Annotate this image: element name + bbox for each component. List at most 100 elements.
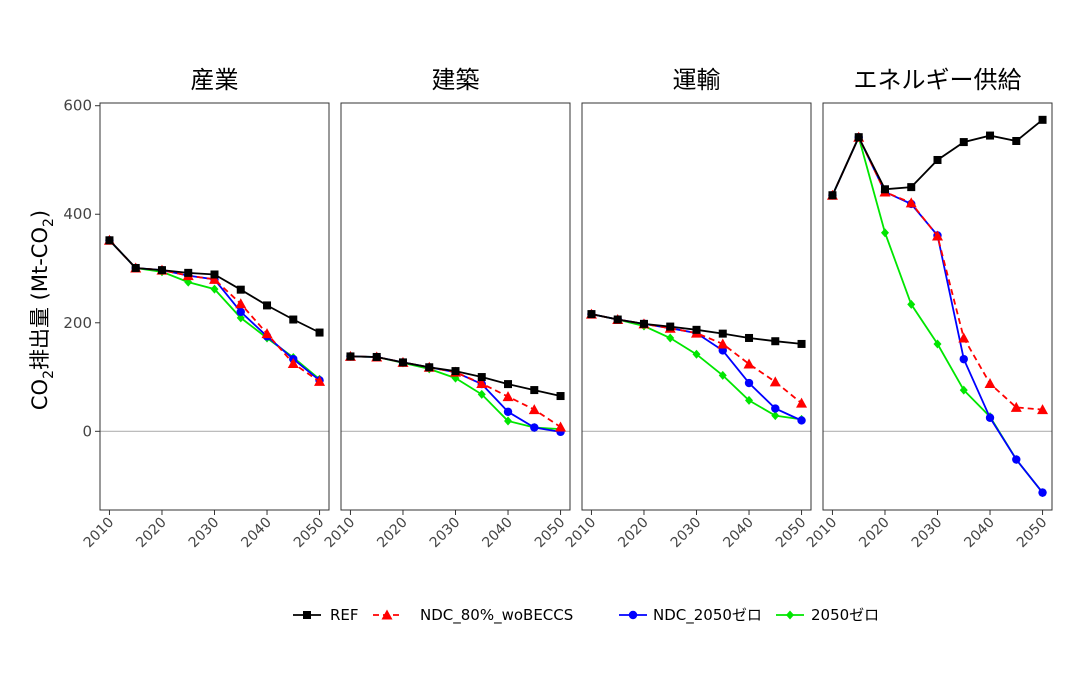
panel-title: 建築 bbox=[432, 66, 480, 94]
x-tick-label: 2030 bbox=[909, 515, 946, 552]
data-point bbox=[692, 325, 701, 334]
panel-3: 運輸 2010 2020 2030 2040 2050 bbox=[563, 66, 812, 552]
series-line bbox=[108, 239, 321, 381]
x-tick-label: 2030 bbox=[186, 515, 223, 552]
series-NDC_2050ゼロ bbox=[346, 352, 565, 437]
data-point bbox=[959, 354, 968, 364]
data-point bbox=[555, 421, 567, 432]
data-point bbox=[666, 322, 675, 331]
data-point bbox=[932, 230, 943, 241]
x-tick-label: 2040 bbox=[238, 515, 275, 552]
data-point bbox=[289, 315, 298, 324]
data-point bbox=[771, 337, 780, 346]
data-point bbox=[1010, 401, 1022, 412]
data-point bbox=[1038, 115, 1047, 124]
legend-marker bbox=[628, 610, 638, 620]
data-point bbox=[744, 378, 754, 388]
y-tick-label: 0 bbox=[82, 422, 92, 440]
data-point bbox=[315, 328, 324, 337]
x-tick-label: 2040 bbox=[720, 515, 757, 552]
panel-border bbox=[340, 102, 571, 511]
series-2050ゼロ bbox=[828, 132, 1047, 498]
data-point bbox=[907, 299, 916, 309]
data-point bbox=[959, 385, 968, 395]
data-point bbox=[210, 284, 219, 294]
data-point bbox=[504, 416, 513, 426]
series-REF bbox=[828, 115, 1047, 200]
chart-panels: 産業 2010 2020 2030 2040 2050 建築 2010 2020 2030 2040… bbox=[81, 66, 1053, 552]
legend-marker bbox=[786, 610, 794, 620]
x-tick-label: 2020 bbox=[133, 515, 170, 552]
data-point bbox=[1038, 488, 1047, 497]
data-point bbox=[477, 373, 486, 382]
panel-title: 運輸 bbox=[673, 66, 721, 94]
data-point bbox=[907, 183, 916, 192]
y-tick-label: 400 bbox=[63, 205, 92, 223]
x-tick-label: 2010 bbox=[804, 515, 841, 552]
x-tick-label: 2040 bbox=[961, 515, 998, 552]
data-point bbox=[771, 404, 780, 413]
data-point bbox=[718, 370, 727, 380]
data-point bbox=[587, 310, 596, 319]
data-point bbox=[314, 375, 326, 386]
legend-item: REF bbox=[293, 606, 359, 624]
data-point bbox=[745, 395, 754, 405]
x-tick-label: 2040 bbox=[479, 515, 516, 552]
y-axis: 0 200 400 600 bbox=[63, 97, 100, 440]
data-point bbox=[743, 358, 755, 369]
x-tick-label: 2020 bbox=[856, 515, 893, 552]
legend-item: 2050ゼロ bbox=[776, 606, 879, 624]
data-point bbox=[210, 270, 219, 279]
legend-label: REF bbox=[330, 606, 359, 624]
data-point bbox=[613, 315, 622, 324]
legend-label: 2050ゼロ bbox=[811, 606, 879, 624]
x-tick-label: 2050 bbox=[291, 515, 328, 552]
data-point bbox=[639, 319, 648, 328]
data-point bbox=[1012, 455, 1021, 464]
panel-4: エネルギー供給 2010 2020 2030 2040 2050 bbox=[804, 66, 1053, 552]
data-point bbox=[933, 155, 942, 164]
series-REF bbox=[346, 352, 565, 401]
legend-item: NDC_80%_woBECCS bbox=[373, 606, 573, 625]
data-point bbox=[398, 358, 407, 367]
data-point bbox=[985, 413, 995, 422]
data-point bbox=[556, 392, 565, 401]
data-point bbox=[346, 352, 355, 361]
data-point bbox=[796, 397, 808, 408]
x-tick-label: 2030 bbox=[427, 515, 464, 552]
data-point bbox=[769, 376, 781, 387]
data-point bbox=[372, 352, 381, 361]
data-point bbox=[797, 416, 806, 425]
data-point bbox=[236, 285, 245, 294]
panel-border bbox=[581, 102, 812, 511]
y-axis-label: CO2排出量 (Mt-CO2) bbox=[28, 210, 57, 410]
data-point bbox=[880, 185, 889, 194]
x-tick-label: 2020 bbox=[615, 515, 652, 552]
x-tick-label: 2010 bbox=[563, 515, 600, 552]
panel-border bbox=[822, 102, 1053, 511]
y-tick-label: 600 bbox=[63, 97, 92, 115]
legend-label: NDC_2050ゼロ bbox=[653, 606, 762, 625]
data-point bbox=[157, 266, 166, 275]
data-point bbox=[236, 307, 245, 317]
x-tick-label: 2050 bbox=[532, 515, 569, 552]
data-point bbox=[504, 380, 513, 389]
data-point bbox=[986, 131, 995, 140]
data-point bbox=[854, 133, 863, 142]
data-point bbox=[666, 333, 675, 343]
data-point bbox=[717, 338, 729, 349]
data-point bbox=[958, 332, 970, 343]
data-point bbox=[476, 378, 488, 389]
legend-item: NDC_2050ゼロ bbox=[619, 606, 762, 625]
panel-1: 産業 2010 2020 2030 2040 2050 bbox=[81, 66, 330, 552]
data-point bbox=[1012, 136, 1021, 145]
data-point bbox=[235, 298, 247, 309]
series-REF bbox=[105, 236, 324, 337]
data-point bbox=[959, 138, 968, 147]
x-tick-label: 2020 bbox=[374, 515, 411, 552]
series-line bbox=[108, 239, 321, 383]
data-point bbox=[236, 313, 245, 323]
series-NDC_80%_woBECCS bbox=[103, 234, 326, 386]
x-tick-label: 2050 bbox=[1014, 515, 1051, 552]
data-point bbox=[477, 389, 486, 399]
